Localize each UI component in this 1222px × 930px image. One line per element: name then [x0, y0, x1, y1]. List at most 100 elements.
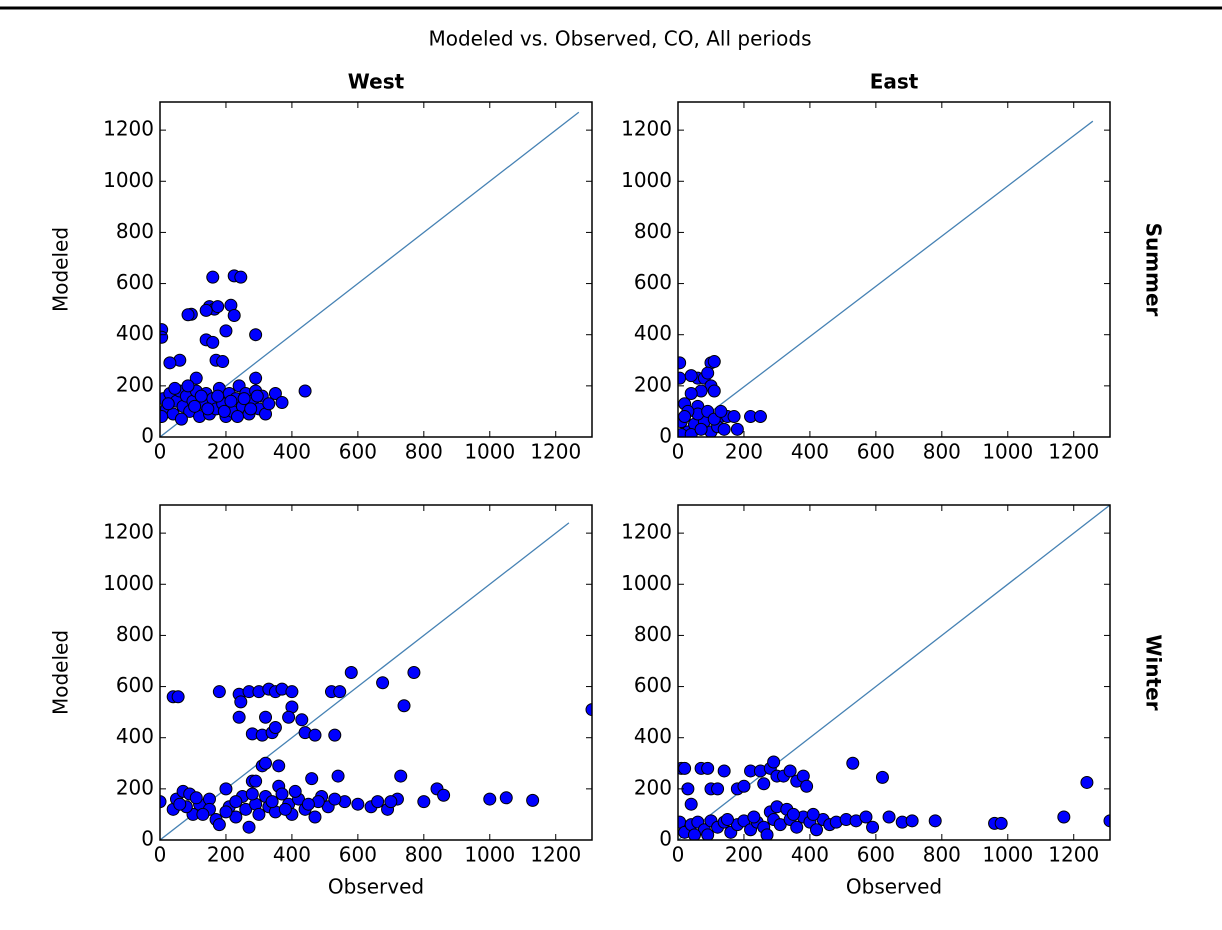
point [206, 335, 220, 349]
y-tick-label: 800 [116, 622, 154, 646]
x-tick-label: 400 [791, 843, 829, 867]
y-axis-label: Modeled [49, 630, 73, 715]
x-tick-label: 200 [207, 843, 245, 867]
point [275, 395, 289, 409]
y-tick-label: 1200 [621, 117, 672, 141]
point [701, 761, 715, 775]
x-tick-label: 400 [791, 440, 829, 464]
y-tick-label: 0 [659, 827, 672, 851]
point [786, 807, 800, 821]
x-tick-label: 800 [923, 440, 961, 464]
plot-area [160, 111, 580, 437]
point [684, 797, 698, 811]
point [282, 710, 296, 724]
point [730, 422, 744, 436]
point [174, 412, 188, 426]
point [810, 823, 824, 837]
y-tick-label: 400 [116, 321, 154, 345]
point [295, 713, 309, 727]
point [268, 387, 282, 401]
point [199, 303, 213, 317]
point [707, 355, 721, 369]
point [711, 782, 725, 796]
point [249, 774, 263, 788]
y-tick-label: 0 [141, 424, 154, 448]
point [212, 685, 226, 699]
x-tick-label: 1000 [464, 843, 515, 867]
x-tick-label: 1200 [1048, 843, 1099, 867]
identity-line [678, 120, 1094, 437]
point [397, 699, 411, 713]
point [272, 759, 286, 773]
point [230, 410, 244, 424]
x-tick-label: 400 [273, 843, 311, 867]
x-tick-label: 400 [273, 440, 311, 464]
x-tick-label: 600 [339, 843, 377, 867]
point [371, 795, 385, 809]
point [211, 389, 225, 403]
point [211, 300, 225, 314]
point [720, 813, 734, 827]
y-tick-label: 1000 [621, 168, 672, 192]
point [483, 792, 497, 806]
point [301, 797, 315, 811]
axes-frame [677, 101, 1111, 438]
point [800, 779, 814, 793]
x-tick-label: 1200 [530, 440, 581, 464]
point [928, 814, 942, 828]
y-tick-label: 600 [116, 270, 154, 294]
point [275, 787, 289, 801]
point [328, 728, 342, 742]
x-axis-label: Observed [846, 875, 942, 899]
y-tick-label: 1000 [103, 571, 154, 595]
point [229, 795, 243, 809]
point [882, 810, 896, 824]
point [188, 399, 202, 413]
point [168, 381, 182, 395]
point [407, 666, 421, 679]
point [875, 770, 889, 784]
point [181, 308, 195, 322]
point [250, 389, 264, 403]
point [905, 814, 919, 828]
y-tick-label: 200 [116, 775, 154, 799]
point [694, 422, 708, 436]
point [217, 404, 231, 418]
point [285, 685, 299, 699]
point [760, 828, 774, 840]
point [288, 784, 302, 798]
row-label: Winter [1142, 634, 1166, 710]
x-tick-label: 200 [725, 843, 763, 867]
y-tick-label: 600 [634, 270, 672, 294]
x-tick-label: 1000 [982, 843, 1033, 867]
y-tick-label: 0 [659, 424, 672, 448]
point [262, 397, 276, 411]
point [737, 779, 751, 793]
point [717, 422, 731, 436]
point [499, 791, 513, 805]
y-tick-label: 0 [141, 827, 154, 851]
point [245, 787, 259, 801]
point [252, 807, 266, 821]
point [417, 795, 431, 809]
point [1057, 810, 1071, 824]
x-tick-label: 1200 [530, 843, 581, 867]
point [678, 410, 692, 424]
point [194, 389, 208, 403]
point [747, 810, 761, 824]
y-tick-label: 400 [634, 321, 672, 345]
subplot-title: West [348, 70, 405, 94]
point [727, 410, 741, 424]
point [859, 810, 873, 824]
plot-area [678, 505, 1110, 840]
point [684, 369, 698, 383]
x-tick-label: 1000 [982, 440, 1033, 464]
x-tick-label: 800 [923, 843, 961, 867]
point [376, 676, 390, 690]
point [701, 366, 715, 380]
point [173, 797, 187, 811]
point [219, 805, 233, 819]
point [181, 379, 195, 393]
y-tick-label: 400 [634, 724, 672, 748]
point [224, 394, 238, 408]
